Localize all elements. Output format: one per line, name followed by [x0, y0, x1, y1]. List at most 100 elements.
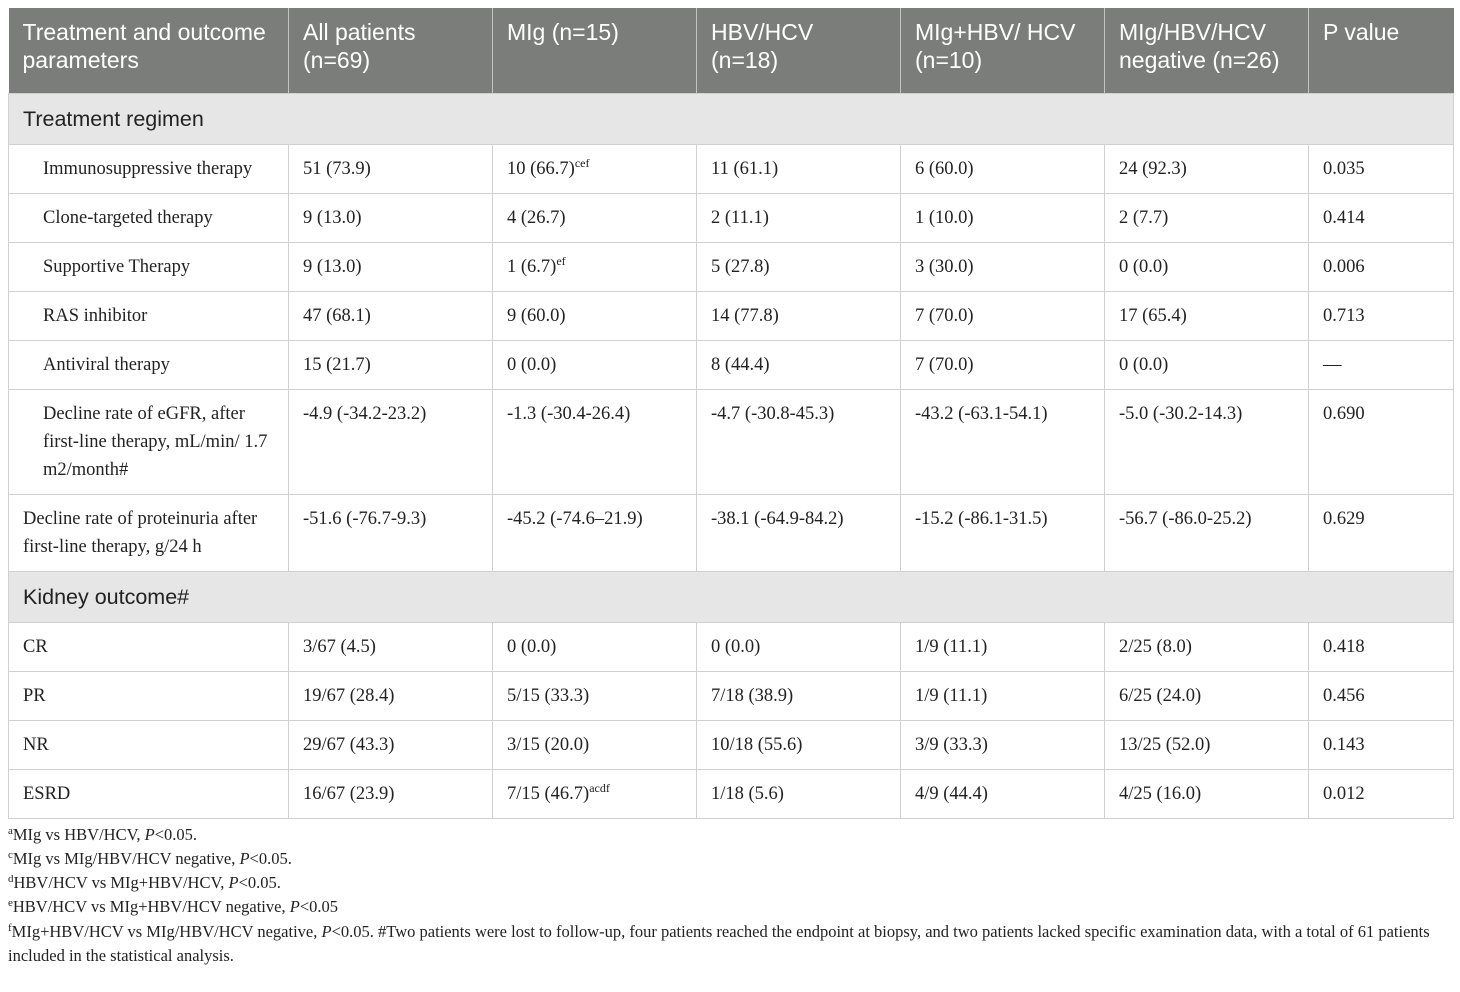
cell-value: 6/25 (24.0) [1119, 685, 1202, 706]
table-cell: 17 (65.4) [1104, 290, 1309, 341]
cell-value: 0 (0.0) [1119, 256, 1169, 277]
footnote: cMIg vs MIg/HBV/HCV negative, P<0.05. [8, 847, 1453, 871]
cell-value: 4/25 (16.0) [1119, 783, 1202, 804]
table-cell: 1/9 (11.1) [900, 621, 1105, 672]
cell-value: 47 (68.1) [303, 305, 371, 326]
table-cell: 5 (27.8) [696, 241, 901, 292]
footnote-tail: <0.05. [249, 848, 292, 868]
table-cell: 19/67 (28.4) [288, 670, 493, 721]
cell-value: 3 (30.0) [915, 256, 974, 277]
cell-value: 2 (7.7) [1119, 207, 1169, 228]
cell-value: -56.7 (-86.0-25.2) [1119, 508, 1252, 529]
cell-value: 29/67 (43.3) [303, 734, 395, 755]
table-row: CR 3/67 (4.5) 0 (0.0) 0 (0.0) 1/9 (11.1) 2/25… [8, 621, 1454, 672]
cell-value: 5 (27.8) [711, 256, 770, 277]
p-value-cell: 0.035 [1308, 143, 1454, 194]
table-row: Clone-targeted therapy 9 (13.0) 4 (26.7) 2 … [8, 192, 1454, 243]
p-value-cell: — [1308, 339, 1454, 390]
table-cell: -4.7 (-30.8-45.3) [696, 388, 901, 495]
cell-value: 0.456 [1323, 685, 1365, 706]
cell-value: 9 (13.0) [303, 256, 362, 277]
table-row: Decline rate of proteinuria after first-… [8, 493, 1454, 572]
cell-value: 3/15 (20.0) [507, 734, 590, 755]
cell-value: 15 (21.7) [303, 354, 371, 375]
table-cell: 0 (0.0) [492, 621, 697, 672]
p-value-cell: 0.006 [1308, 241, 1454, 292]
cell-value: -5.0 (-30.2-14.3) [1119, 403, 1243, 424]
table-cell: 0 (0.0) [1104, 339, 1309, 390]
table-cell: -56.7 (-86.0-25.2) [1104, 493, 1309, 572]
footnote: aMIg vs HBV/HCV, P<0.05. [8, 823, 1453, 847]
table-cell: -43.2 (-63.1-54.1) [900, 388, 1105, 495]
cell-value: 24 (92.3) [1119, 158, 1187, 179]
cell-value: 10/18 (55.6) [711, 734, 803, 755]
section-title: Treatment regimen [8, 92, 1454, 145]
row-label: Clone-targeted therapy [8, 192, 289, 243]
header-row: Treatment and outcome parameters All pat… [8, 8, 1454, 93]
cell-value: 51 (73.9) [303, 158, 371, 179]
footnote-marker: e [8, 897, 13, 910]
row-label: PR [8, 670, 289, 721]
row-label: RAS inhibitor [8, 290, 289, 341]
header-hbv-hcv: HBV/HCV (n=18) [696, 8, 901, 93]
cell-value: 1 (6.7) [507, 256, 557, 277]
cell-value: -38.1 (-64.9-84.2) [711, 508, 844, 529]
table-cell: -38.1 (-64.9-84.2) [696, 493, 901, 572]
table-cell: 4/9 (44.4) [900, 768, 1105, 819]
table-cell: 10/18 (55.6) [696, 719, 901, 770]
table-cell: -51.6 (-76.7-9.3) [288, 493, 493, 572]
cell-value: 0.035 [1323, 158, 1365, 179]
table-cell: 6/25 (24.0) [1104, 670, 1309, 721]
footnote-p: P [144, 824, 155, 844]
table-cell: 1 (6.7)ef [492, 241, 697, 292]
table-cell: 3/67 (4.5) [288, 621, 493, 672]
row-label: CR [8, 621, 289, 672]
cell-superscript: ef [556, 253, 566, 268]
footnote-text: MIg+HBV/HCV vs MIg/HBV/HCV negative, [11, 921, 322, 941]
table-row: Antiviral therapy 15 (21.7) 0 (0.0) 8 (44.4… [8, 339, 1454, 390]
table-cell: 14 (77.8) [696, 290, 901, 341]
p-value-cell: 0.418 [1308, 621, 1454, 672]
cell-value: 0.143 [1323, 734, 1365, 755]
cell-value: 1/18 (5.6) [711, 783, 784, 804]
table-cell: 1 (10.0) [900, 192, 1105, 243]
row-label: Immunosuppressive therapy [8, 143, 289, 194]
table-row: PR 19/67 (28.4) 5/15 (33.3) 7/18 (38.9) 1/9 … [8, 670, 1454, 721]
cell-value: 7/18 (38.9) [711, 685, 794, 706]
cell-value: 3/9 (33.3) [915, 734, 988, 755]
outcome-table: Treatment and outcome parameters All pat… [8, 8, 1454, 819]
footnote-tail: <0.05 [299, 897, 338, 917]
table-cell: 0 (0.0) [492, 339, 697, 390]
table-cell: 47 (68.1) [288, 290, 493, 341]
footnote-marker: a [8, 824, 13, 837]
header-negative: MIg/HBV/HCV negative (n=26) [1104, 8, 1309, 93]
table-cell: 51 (73.9) [288, 143, 493, 194]
table-container: Treatment and outcome parameters All pat… [8, 8, 1454, 968]
cell-value: -4.7 (-30.8-45.3) [711, 403, 835, 424]
cell-value: 0 (0.0) [507, 354, 557, 375]
cell-value: 7/15 (46.7) [507, 783, 590, 804]
cell-value: 0.713 [1323, 305, 1365, 326]
table-body: Treatment regimen Immunosuppressive thera… [8, 92, 1454, 819]
table-cell: 1/18 (5.6) [696, 768, 901, 819]
cell-value: 0 (0.0) [507, 636, 557, 657]
p-value-cell: 0.143 [1308, 719, 1454, 770]
header-mig-hbv-hcv: MIg+HBV/ HCV (n=10) [900, 8, 1105, 93]
cell-value: -1.3 (-30.4-26.4) [507, 403, 631, 424]
table-cell: 7/18 (38.9) [696, 670, 901, 721]
cell-value: 4 (26.7) [507, 207, 566, 228]
footnote-tail: <0.05. [238, 873, 281, 893]
cell-value: -15.2 (-86.1-31.5) [915, 508, 1048, 529]
footnote-tail: <0.05. #Two patients were lost to follow… [8, 921, 1430, 965]
footnote-marker: f [8, 921, 12, 934]
cell-value: 0.414 [1323, 207, 1365, 228]
row-label: NR [8, 719, 289, 770]
cell-value: 0.418 [1323, 636, 1365, 657]
cell-value: 0.012 [1323, 783, 1365, 804]
table-row: Immunosuppressive therapy 51 (73.9) 10 (66… [8, 143, 1454, 194]
cell-value: 11 (61.1) [711, 158, 779, 179]
table-cell: 2/25 (8.0) [1104, 621, 1309, 672]
cell-value: 3/67 (4.5) [303, 636, 376, 657]
header-p-value: P value [1308, 8, 1454, 93]
row-label: Decline rate of proteinuria after first-… [8, 493, 289, 572]
